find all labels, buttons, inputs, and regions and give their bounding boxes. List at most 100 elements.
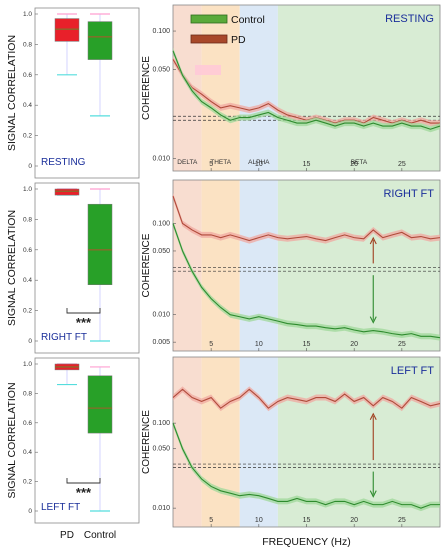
box-pd (54, 188, 80, 196)
legend-swatch-pd (190, 34, 228, 44)
y-tick-label: 1.0 (23, 361, 32, 368)
y-tick-label: 0 (28, 338, 32, 345)
series-band-pd (173, 386, 440, 412)
box-iqr (87, 203, 113, 286)
band-theta (201, 180, 240, 351)
y-tick-label: 0.8 (23, 41, 32, 48)
x-tick-label: 25 (398, 341, 406, 348)
band-label: THETA (210, 159, 231, 166)
x-tick-label: 20 (350, 517, 358, 524)
x-category-label: Control (84, 530, 116, 541)
box-pd (54, 13, 80, 76)
legend-artifact (195, 65, 221, 75)
series-band-control (173, 47, 440, 133)
box-iqr (54, 18, 80, 42)
y-axis-label: COHERENCE (141, 233, 152, 297)
box-panel-frame (34, 357, 140, 524)
y-tick-label: 0.100 (152, 28, 170, 35)
series-band-pd (173, 193, 440, 244)
series-line-control (172, 50, 441, 130)
arrow-pd-head (369, 412, 377, 421)
panel-label: RESTING (385, 13, 434, 25)
significance-stars: *** (76, 315, 92, 330)
coherence-plot-column: 5 10 15 20 250.0100.0500.100COHERENCERESTING… (141, 4, 441, 548)
y-tick-label: 0.010 (152, 505, 170, 512)
legend-label: PD (231, 34, 246, 46)
box-control (87, 13, 113, 117)
series-line-control (172, 422, 440, 509)
band-beta (277, 180, 440, 351)
y-axis-label: COHERENCE (141, 56, 152, 120)
x-tick-label: 10 (255, 341, 263, 348)
y-tick-label: 0.100 (152, 420, 170, 427)
x-tick-label: 15 (303, 161, 311, 168)
y-tick-label: 0.010 (152, 156, 170, 163)
y-tick-label: 1.0 (23, 11, 32, 18)
box-iqr (87, 375, 113, 434)
series-band-pd (173, 56, 440, 127)
panel-label: RESTING (41, 157, 86, 168)
y-tick-label: 0.8 (23, 390, 32, 397)
x-tick-label: 10 (255, 517, 263, 524)
panel-label: LEFT FT (41, 502, 80, 513)
box-iqr (87, 21, 113, 60)
x-tick-label: 25 (398, 161, 406, 168)
arrow-control-head (369, 490, 377, 498)
y-axis-label: SIGNAL CORRELATION (6, 210, 18, 326)
series-line-pd (172, 388, 441, 409)
y-tick-label: 0.005 (152, 339, 170, 346)
x-tick-label: 20 (350, 161, 358, 168)
box-panel-1: 0 0.2 0.4 0.6 0.8 1.0 SIGNAL CORRELATION *** RIG… (6, 182, 140, 354)
y-tick-label: 0.4 (23, 277, 32, 284)
y-tick-label: 0.050 (152, 248, 170, 255)
box-control (87, 366, 113, 512)
y-tick-label: 0.4 (23, 449, 32, 456)
arrow-pd-head (369, 236, 377, 245)
box-panel-frame (34, 7, 140, 179)
box-pd (54, 363, 80, 386)
y-tick-label: 0.100 (152, 221, 170, 228)
y-tick-label: 0 (28, 508, 32, 515)
band-label: ALPHA (248, 159, 270, 166)
band-alpha (239, 180, 278, 351)
x-tick-label: 5 (209, 341, 213, 348)
y-tick-label: 0.010 (152, 312, 170, 319)
box-panel-0: 0 0.2 0.4 0.6 0.8 1.0 SIGNAL CORRELATION RESTIN… (6, 7, 140, 179)
box-control (87, 188, 113, 342)
box-panel-2: 0 0.2 0.4 0.6 0.8 1.0 SIGNAL CORRELATION *** LEF… (6, 357, 140, 541)
y-tick-label: 0.6 (23, 72, 32, 79)
band-label: DELTA (177, 159, 198, 166)
arrow-control-head (369, 316, 377, 324)
y-tick-label: 0.8 (23, 216, 32, 223)
y-axis-label: SIGNAL CORRELATION (6, 35, 18, 151)
series-line-control (172, 223, 441, 339)
panel-label: RIGHT FT (41, 332, 87, 343)
x-tick-label: 10 (255, 161, 263, 168)
band-beta (277, 5, 440, 171)
series-line-pd (172, 195, 441, 242)
x-category-label: PD (60, 530, 74, 541)
panel-label: LEFT FT (391, 365, 434, 377)
x-tick-label: 15 (303, 341, 311, 348)
significance-stars: *** (76, 485, 92, 500)
legend: Control PD (190, 14, 265, 46)
y-axis-label: COHERENCE (141, 410, 152, 474)
x-tick-label: 5 (209, 517, 213, 524)
band-delta (173, 5, 202, 171)
y-tick-label: 0.6 (23, 420, 32, 427)
y-tick-label: 0.2 (23, 133, 32, 140)
y-tick-label: 0.2 (23, 308, 32, 315)
y-tick-label: 0.6 (23, 247, 32, 254)
legend-swatch-control (190, 14, 228, 24)
legend-label: Control (231, 14, 265, 26)
x-tick-label: 15 (303, 517, 311, 524)
y-tick-label: 0.050 (152, 66, 170, 73)
band-alpha (239, 5, 278, 171)
significance-bracket (66, 478, 101, 484)
box-panel-frame (34, 182, 140, 354)
box-plot-column: 0 0.2 0.4 0.6 0.8 1.0 SIGNAL CORRELATION RESTIN… (6, 7, 140, 541)
band-label: BETA (351, 159, 368, 166)
